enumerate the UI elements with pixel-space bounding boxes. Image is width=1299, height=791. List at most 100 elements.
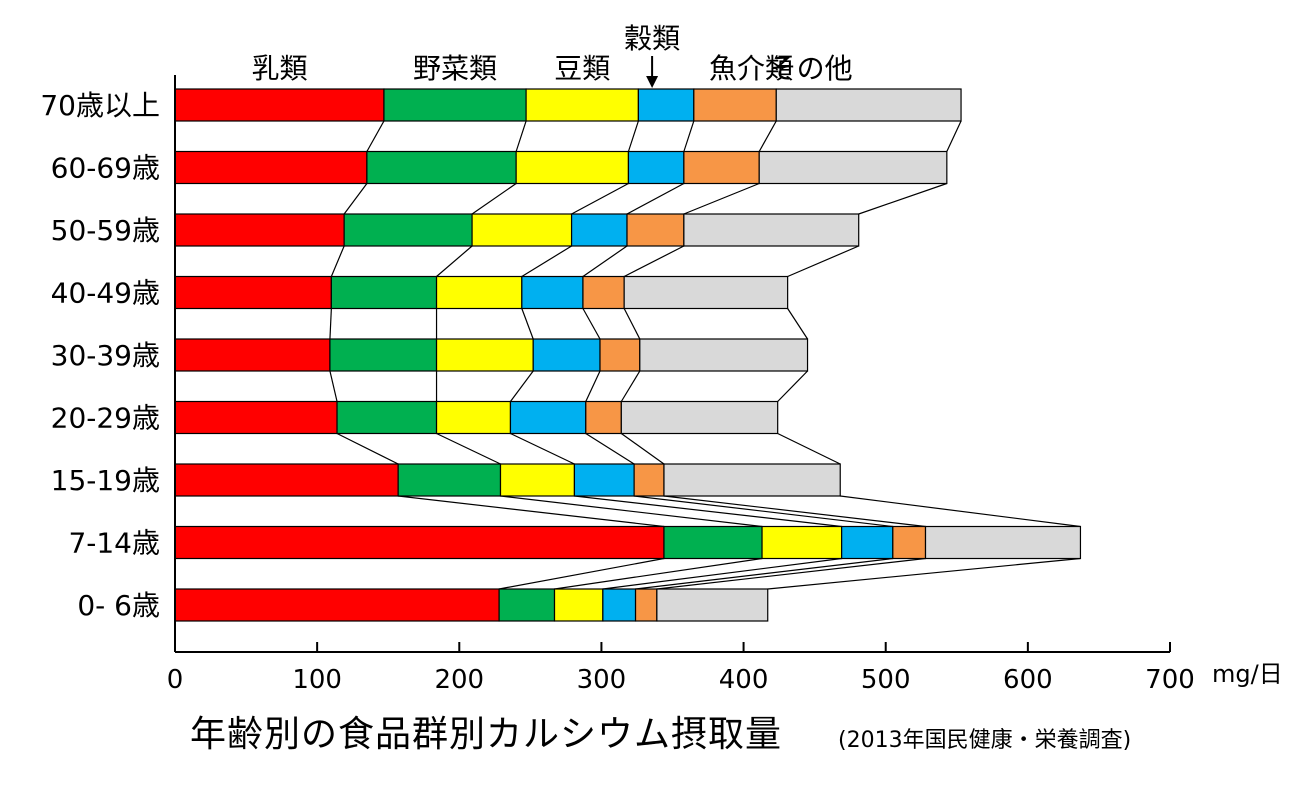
bar-segment [626,213,685,247]
connector-line [626,182,685,215]
bar-segment [758,150,948,185]
connector-line [777,370,808,402]
bar-segment [656,588,769,622]
series-label: 豆類 [554,52,610,85]
connector-line [571,182,629,215]
connector-line [574,495,842,528]
bar-segment [435,338,534,372]
bar-segment [841,525,894,560]
bar-segment [775,88,962,122]
bar-segment [435,275,523,310]
category-label: 0- 6歳 [77,589,160,622]
bar-segment [397,463,502,497]
connector-line [510,432,575,465]
connector-line [663,495,926,528]
category-label: 20-29歳 [51,402,160,435]
series-label: 魚介類 [709,52,793,85]
bar-segment [515,150,630,185]
bar-segment [532,338,601,372]
connector-line [635,557,893,590]
x-axis-unit: mg/日 [1212,660,1283,688]
bar-segment [509,400,587,435]
connector-line [582,308,601,340]
connector-line [620,370,641,402]
bar-segment [585,400,622,435]
series-label: 野菜類 [413,52,497,85]
bar-segment [435,400,512,435]
x-tick-label: 400 [719,665,769,695]
bar-segment [498,588,556,622]
bar-segment [471,213,573,247]
bar-segment [693,88,777,122]
category-label: 60-69歳 [51,152,160,185]
connector-line [366,120,385,152]
connector-line [777,432,841,465]
category-label: 30-39歳 [51,339,160,372]
x-tick-label: 100 [292,665,342,695]
connector-line [787,308,809,340]
series-label: 穀類 [624,22,680,55]
connector-line [946,120,962,152]
bar-segment [383,88,527,122]
connector-line [585,432,635,465]
bar-segment [639,338,809,372]
connector-line [521,245,572,278]
series-label: 乳類 [251,52,307,85]
bar-segment [663,525,763,560]
bar-segment [499,463,576,497]
x-tick-label: 200 [434,665,484,695]
bar-segment [761,525,843,560]
connector-line [656,557,926,590]
connector-line [787,245,859,278]
connector-line [509,370,534,402]
bar-segment [329,338,438,372]
bar-segment [521,275,584,310]
bar-segment [683,150,760,185]
bars [174,88,1082,622]
arrow-head [646,76,659,88]
bar-segment [174,400,338,435]
bar-segment [570,213,628,247]
connector-line [498,557,665,590]
bar-segment [602,588,637,622]
bar-segment [620,400,779,435]
bar-segment [892,525,927,560]
connector-line [683,182,760,215]
bar-segment [683,213,860,247]
bar-segment [573,463,635,497]
connector-line [554,557,763,590]
connector-line [585,370,601,402]
connector-line [620,433,665,465]
bar-segment [627,150,685,185]
connector-line [329,370,338,402]
bar-segment [525,88,639,122]
connector-line [436,245,473,277]
category-label: 50-59歳 [51,214,160,247]
category-label: 15-19歳 [51,464,160,497]
bar-segment [637,88,695,122]
connector-line [623,245,685,278]
bar-segment [174,338,331,372]
bar-segment [330,275,438,310]
bar-segment [174,588,500,622]
connector-line [840,495,1081,528]
series-label: その他 [769,52,853,85]
connector-line [623,308,641,340]
bar-segment [174,525,665,560]
connector-lines [329,120,1081,590]
connector-line [343,183,368,215]
connector-line [471,183,517,215]
bar-segment [582,275,625,310]
connector-line [582,245,628,277]
connector-line [330,245,345,277]
connector-line [858,182,948,215]
x-tick-label: 0 [167,665,184,695]
category-label: 40-49歳 [51,277,160,310]
chart-title: 年齢別の食品群別カルシウム摂取量 [190,714,783,755]
connector-line [398,495,665,528]
bar-segment [174,463,399,497]
bar-segment [634,588,658,622]
x-tick-label: 300 [577,665,627,695]
connector-line [634,495,893,528]
